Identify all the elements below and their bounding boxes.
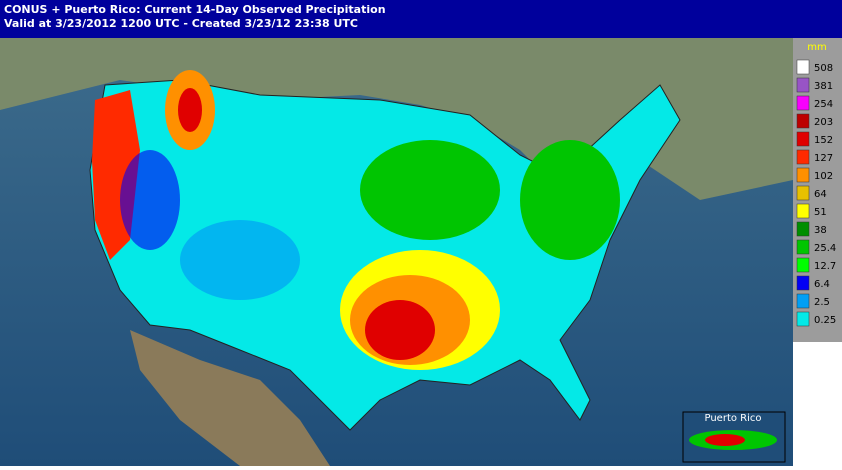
header-bar xyxy=(0,0,842,38)
legend-label: 64 xyxy=(814,189,827,200)
legend-label: 38 xyxy=(814,225,827,236)
legend-label: 0.25 xyxy=(814,315,836,326)
legend-label: 2.5 xyxy=(814,297,830,308)
legend-swatch xyxy=(796,275,810,291)
legend-label: 25.4 xyxy=(814,243,836,254)
precip-idaho-core xyxy=(178,88,202,132)
legend-swatch xyxy=(796,203,810,219)
legend-label: 6.4 xyxy=(814,279,830,290)
legend-swatch xyxy=(796,77,810,93)
precip-nevada xyxy=(120,150,180,250)
legend-swatch xyxy=(796,167,810,183)
legend-label: 381 xyxy=(814,81,833,92)
legend-unit: mm xyxy=(807,42,826,53)
legend-label: 254 xyxy=(814,99,833,110)
legend-swatch xyxy=(796,149,810,165)
mexico-land xyxy=(130,330,330,466)
legend-swatch xyxy=(796,95,810,111)
legend-swatch xyxy=(796,221,810,237)
inset-label: Puerto Rico xyxy=(704,413,761,424)
legend-swatch xyxy=(796,257,810,273)
legend-label: 12.7 xyxy=(814,261,836,272)
precip-rockies xyxy=(180,220,300,300)
precip-midwest xyxy=(360,140,500,240)
header-title: CONUS + Puerto Rico: Current 14-Day Obse… xyxy=(4,3,386,16)
precip-south-core xyxy=(365,300,435,360)
legend-label: 127 xyxy=(814,153,833,164)
precip-east xyxy=(520,140,620,260)
legend-label: 51 xyxy=(814,207,827,218)
map: Puerto Rico xyxy=(0,38,793,466)
legend-swatch xyxy=(796,113,810,129)
legend-swatch xyxy=(796,131,810,147)
legend-label: 152 xyxy=(814,135,833,146)
inset-island-core xyxy=(705,434,745,446)
legend-swatch xyxy=(796,59,810,75)
legend-label: 203 xyxy=(814,117,833,128)
legend-label: 508 xyxy=(814,63,833,74)
legend: mm 508 381 254 203 152 127 102 64 51 38 25.4 12.7 6.… xyxy=(793,38,842,342)
legend-swatch xyxy=(796,185,810,201)
legend-label: 102 xyxy=(814,171,833,182)
legend-swatch xyxy=(796,239,810,255)
header-subtitle: Valid at 3/23/2012 1200 UTC - Created 3/… xyxy=(4,17,358,30)
legend-swatch xyxy=(796,293,810,309)
legend-swatch xyxy=(796,311,810,327)
